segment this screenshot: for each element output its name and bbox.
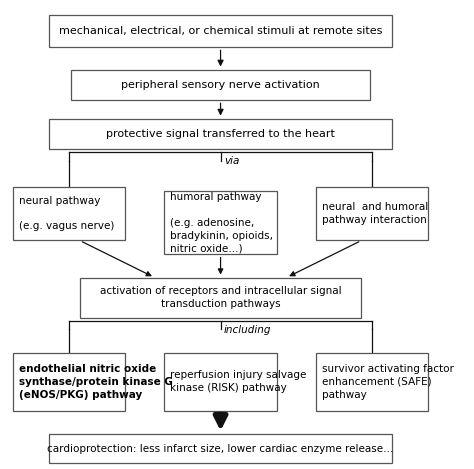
FancyBboxPatch shape xyxy=(49,15,392,47)
FancyBboxPatch shape xyxy=(80,278,361,318)
FancyBboxPatch shape xyxy=(316,353,428,411)
FancyBboxPatch shape xyxy=(13,187,125,240)
Text: neural  and humoral
pathway interaction: neural and humoral pathway interaction xyxy=(322,202,428,225)
FancyBboxPatch shape xyxy=(13,353,125,411)
Text: cardioprotection: less infarct size, lower cardiac enzyme release…: cardioprotection: less infarct size, low… xyxy=(47,444,394,454)
Text: peripheral sensory nerve activation: peripheral sensory nerve activation xyxy=(121,80,320,90)
FancyBboxPatch shape xyxy=(71,70,370,100)
Text: endothelial nitric oxide
synthase/protein kinase G
(eNOS/PKG) pathway: endothelial nitric oxide synthase/protei… xyxy=(18,364,173,400)
Text: activation of receptors and intracellular signal
transduction pathways: activation of receptors and intracellula… xyxy=(100,286,341,309)
Text: neural pathway

(e.g. vagus nerve): neural pathway (e.g. vagus nerve) xyxy=(18,196,114,231)
Text: protective signal transferred to the heart: protective signal transferred to the hea… xyxy=(106,129,335,139)
FancyBboxPatch shape xyxy=(49,434,392,463)
FancyBboxPatch shape xyxy=(49,119,392,149)
Text: survivor activating factor
enhancement (SAFE)
pathway: survivor activating factor enhancement (… xyxy=(322,364,454,400)
Text: mechanical, electrical, or chemical stimuli at remote sites: mechanical, electrical, or chemical stim… xyxy=(59,26,382,36)
FancyBboxPatch shape xyxy=(164,191,277,254)
Text: humoral pathway

(e.g. adenosine,
bradykinin, opioids,
nitric oxide…): humoral pathway (e.g. adenosine, bradyki… xyxy=(170,192,273,253)
Text: via: via xyxy=(224,156,239,166)
Text: reperfusion injury salvage
kinase (RISK) pathway: reperfusion injury salvage kinase (RISK)… xyxy=(170,371,307,393)
FancyBboxPatch shape xyxy=(316,187,428,240)
FancyBboxPatch shape xyxy=(164,353,277,411)
Text: including: including xyxy=(224,325,272,335)
